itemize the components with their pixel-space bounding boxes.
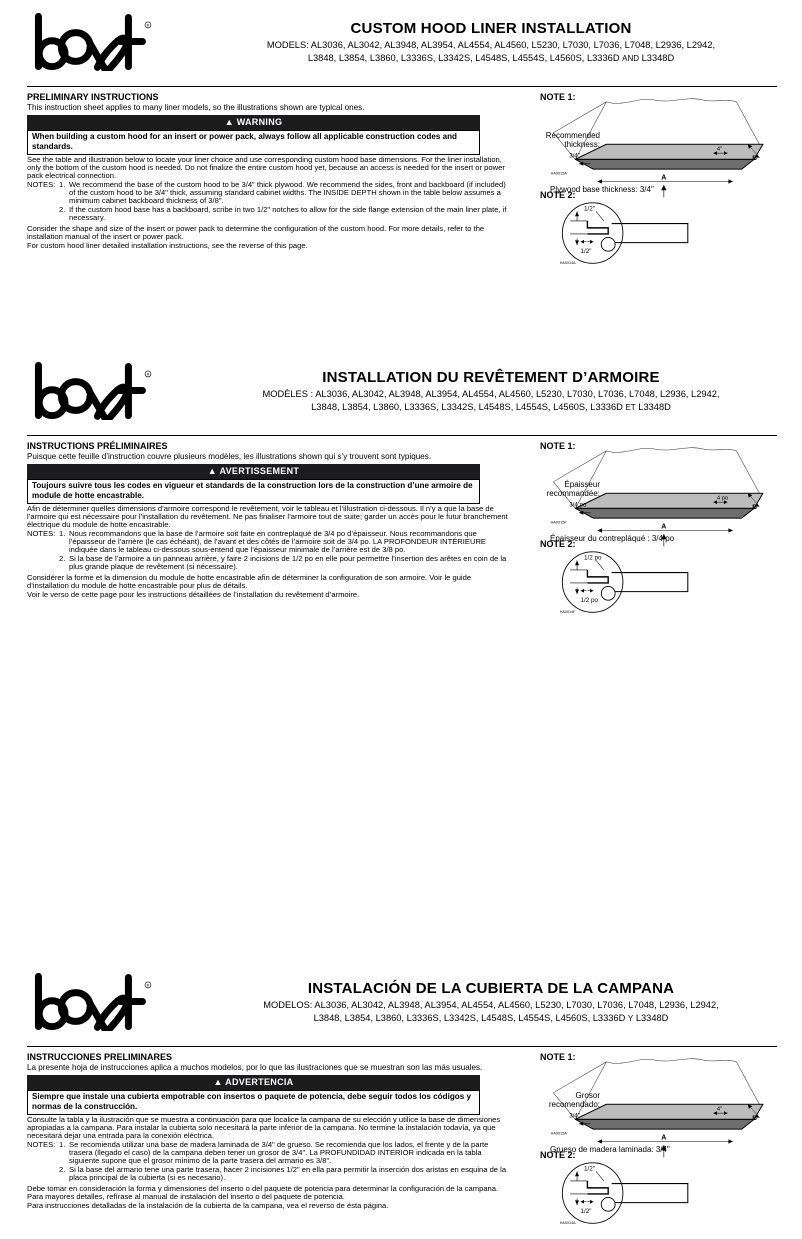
svg-text:1/2 po: 1/2 po: [581, 597, 599, 604]
svg-text:R: R: [147, 983, 150, 987]
svg-text:3/4": 3/4": [569, 153, 580, 160]
svg-text:1/2": 1/2": [584, 1166, 595, 1173]
svg-text:4": 4": [717, 1107, 722, 1113]
svg-text:1/2": 1/2": [581, 248, 592, 255]
svg-text:1/2": 1/2": [584, 206, 595, 213]
svg-text:1/2": 1/2": [581, 1208, 592, 1215]
svg-text:A: A: [661, 524, 666, 531]
svg-text:HA0015F: HA0015F: [551, 520, 568, 524]
svg-text:1/2 po: 1/2 po: [584, 555, 602, 562]
svg-text:3/4": 3/4": [569, 1113, 580, 1120]
svg-text:HA0014F: HA0014F: [560, 610, 576, 614]
svg-text:4 po: 4 po: [717, 496, 728, 502]
svg-text:R: R: [147, 23, 150, 27]
svg-text:3/4 po: 3/4 po: [569, 502, 587, 509]
svg-text:A: A: [661, 1135, 666, 1142]
svg-text:HA0014A: HA0014A: [560, 261, 576, 265]
svg-text:R: R: [147, 372, 150, 376]
svg-text:A: A: [661, 175, 666, 182]
svg-text:HA0015A: HA0015A: [551, 171, 568, 175]
svg-text:HA0014A: HA0014A: [560, 1221, 576, 1225]
svg-text:HA0015A: HA0015A: [551, 1131, 568, 1135]
svg-text:4": 4": [717, 147, 722, 153]
